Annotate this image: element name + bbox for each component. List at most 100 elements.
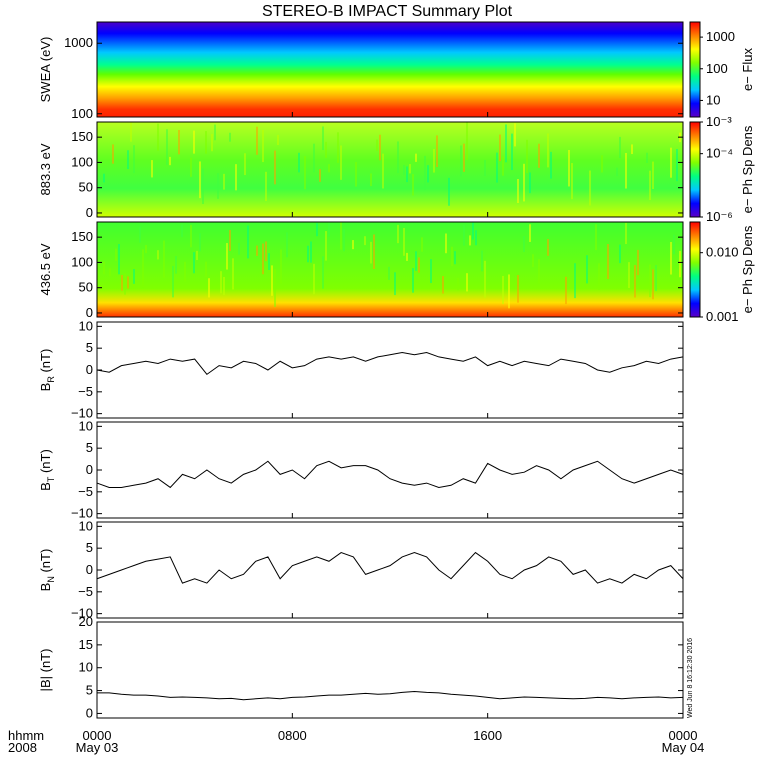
pad883-streak xyxy=(235,164,237,191)
pad436-streak xyxy=(286,232,288,258)
pad436-streak xyxy=(619,244,621,264)
pad436-streak xyxy=(454,251,456,265)
pad883-streak xyxy=(526,139,528,174)
pad436-streak xyxy=(226,243,228,270)
swea-ytick-label: 100 xyxy=(71,106,93,121)
pad436-streak xyxy=(469,235,471,246)
pad436-streak xyxy=(199,233,201,252)
pad883-streak xyxy=(112,144,114,164)
swea-ytick-label: 1000 xyxy=(64,35,93,50)
br-frame xyxy=(96,321,684,419)
pad436-streak xyxy=(598,263,600,290)
bn-frame xyxy=(96,521,684,619)
pad883-streak xyxy=(322,126,324,151)
pad436-streak xyxy=(238,242,240,255)
br-series-line xyxy=(96,352,684,376)
pad883-streak xyxy=(229,132,231,142)
pad436-streak xyxy=(256,245,258,256)
pad436-streak xyxy=(634,265,636,298)
pad883-streak xyxy=(199,161,201,199)
pad436-streak xyxy=(586,255,588,284)
pad436-streak xyxy=(529,224,531,242)
pad883-streak xyxy=(601,155,603,173)
pad883-streak xyxy=(427,165,429,183)
pad883-streak xyxy=(568,149,570,187)
generation-timestamp: Wed Jun 8 16:12:30 2016 xyxy=(687,638,694,718)
pad436-streak xyxy=(481,250,483,272)
pad436-streak xyxy=(421,237,423,252)
pad436-streak xyxy=(274,268,276,307)
pad883-streak xyxy=(298,152,300,173)
pad883-colorbar-tick-label: 10⁻⁶ xyxy=(706,209,733,224)
pad883-streak xyxy=(433,148,435,173)
pad883-ytick-label: 0 xyxy=(86,205,93,220)
br-panel: −10 −5 0 5 10 BR (nT) xyxy=(38,318,684,421)
pad883-streak xyxy=(511,133,513,171)
pad436-streak xyxy=(157,250,159,260)
pad436-streak xyxy=(595,224,597,251)
pad883-streak xyxy=(616,167,618,177)
pad436-streak xyxy=(262,243,264,275)
pad436-frame xyxy=(96,221,684,318)
pad436-streak xyxy=(103,261,105,275)
pad436-streak xyxy=(370,241,372,264)
pad883-streak xyxy=(202,168,204,204)
pad883-streak xyxy=(277,134,279,146)
pad436-streak xyxy=(466,273,468,292)
time-tick-date: May 03 xyxy=(76,740,119,755)
swea-frame xyxy=(96,21,684,118)
pad436-streak xyxy=(172,265,174,298)
bt-panel: −10 −5 0 5 10 BT (nT) xyxy=(38,418,684,521)
pad436-streak xyxy=(118,244,120,275)
pad883-streak xyxy=(157,123,159,151)
pad883-streak xyxy=(652,161,654,189)
pad883-streak xyxy=(403,165,405,175)
plot-title: STEREO-B IMPACT Summary Plot xyxy=(262,3,513,20)
pad436-streak xyxy=(565,276,567,305)
pad436-streak xyxy=(220,271,222,294)
bmag-ytick-label: 20 xyxy=(79,614,93,629)
pad883-streak xyxy=(517,178,519,204)
pad883-streak xyxy=(127,150,129,170)
pad883-streak xyxy=(256,126,258,155)
bt-series-line xyxy=(96,460,684,489)
pad436-streak xyxy=(124,273,126,295)
pad436-streak xyxy=(205,261,207,278)
bt-ylabel: BT (nT) xyxy=(38,449,56,491)
swea-colorbar-tick-label: 100 xyxy=(706,61,728,76)
pad883-streak xyxy=(448,177,450,206)
pad436-streak xyxy=(508,274,510,309)
pad883-streak xyxy=(319,169,321,182)
pad436-streak xyxy=(163,240,165,278)
swea-colorbar-tick-label: 10 xyxy=(706,92,720,107)
pad436-streak xyxy=(316,223,318,237)
pad883-streak xyxy=(466,122,468,160)
pad436-streak xyxy=(463,224,465,246)
pad436-streak xyxy=(532,254,534,268)
pad883-streak xyxy=(415,153,417,162)
pad436-streak xyxy=(625,222,627,245)
pad436-streak xyxy=(325,231,327,261)
pad436-ytick-label: 100 xyxy=(71,254,93,269)
pad883-streak xyxy=(223,173,225,190)
pad436-streak xyxy=(190,225,192,248)
time-tick-label: 1600 xyxy=(473,728,502,743)
bmag-ylabel: |B| (nT) xyxy=(38,649,53,692)
pad436-streak xyxy=(310,241,312,263)
pad883-streak xyxy=(412,174,414,196)
pad883-streak xyxy=(547,133,549,168)
swea-colorbar xyxy=(689,21,701,118)
pad436-streak xyxy=(268,253,270,270)
bt-ytick-label: 10 xyxy=(79,418,93,433)
bn-ytick-label: 0 xyxy=(86,562,93,577)
br-ytick-label: −10 xyxy=(71,406,93,421)
pad883-heatmap xyxy=(97,122,683,217)
pad436-streak xyxy=(145,245,147,254)
pad883-streak xyxy=(523,163,525,202)
pad883-streak xyxy=(355,162,357,187)
pad436-streak xyxy=(517,274,519,303)
pad436-streak xyxy=(472,222,474,240)
swea-panel: 10 100 1000 e− Flux 100 1000 SWEA (eV) xyxy=(38,21,755,121)
bt-frame xyxy=(96,421,684,519)
pad883-streak xyxy=(406,166,408,183)
